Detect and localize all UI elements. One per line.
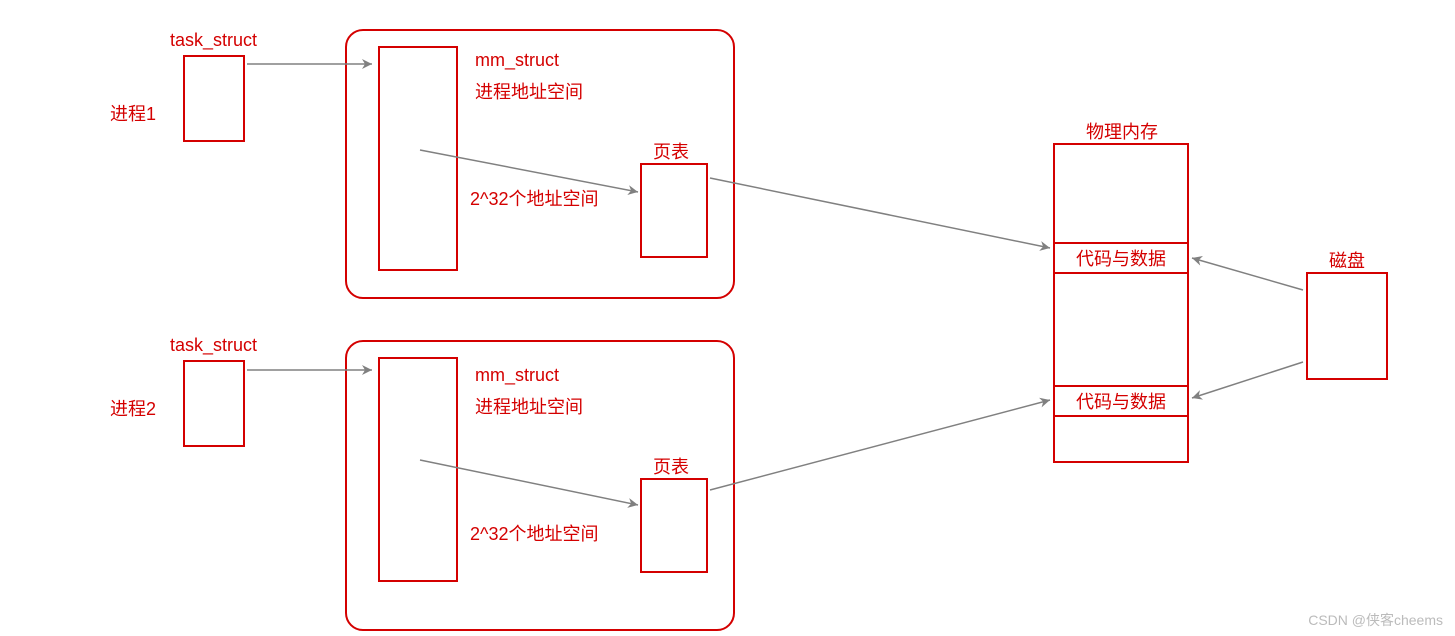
task-struct-2-box (183, 360, 245, 447)
task-struct-1-label: task_struct (170, 30, 257, 51)
task-struct-1-box (183, 55, 245, 142)
page-table-2-box (640, 478, 708, 573)
code-data-1-label: 代码与数据 (1076, 245, 1166, 271)
phys-mem-label: 物理内存 (1086, 118, 1158, 144)
addr-space-1-label: 进程地址空间 (475, 78, 583, 104)
page-table-2-label: 页表 (653, 453, 689, 479)
disk-label: 磁盘 (1329, 247, 1365, 273)
page-table-1-label: 页表 (653, 138, 689, 164)
code-data-2-label: 代码与数据 (1076, 388, 1166, 414)
mm-struct-2-box (378, 357, 458, 582)
disk-box (1306, 272, 1388, 380)
watermark-text: CSDN @侠客cheems (1308, 610, 1443, 630)
task-struct-2-label: task_struct (170, 335, 257, 356)
code-data-1-cell: 代码与数据 (1055, 242, 1187, 274)
space-size-1-label: 2^32个地址空间 (470, 185, 598, 211)
mm-struct-1-box (378, 46, 458, 271)
page-table-1-box (640, 163, 708, 258)
mm-struct-2-label: mm_struct (475, 365, 559, 386)
process-2-label: 进程2 (110, 395, 156, 421)
mm-struct-1-label: mm_struct (475, 50, 559, 71)
process-1-label: 进程1 (110, 100, 156, 126)
space-size-2-label: 2^32个地址空间 (470, 520, 598, 546)
physical-memory-box: 代码与数据 代码与数据 (1053, 143, 1189, 463)
addr-space-2-label: 进程地址空间 (475, 393, 583, 419)
code-data-2-cell: 代码与数据 (1055, 385, 1187, 417)
